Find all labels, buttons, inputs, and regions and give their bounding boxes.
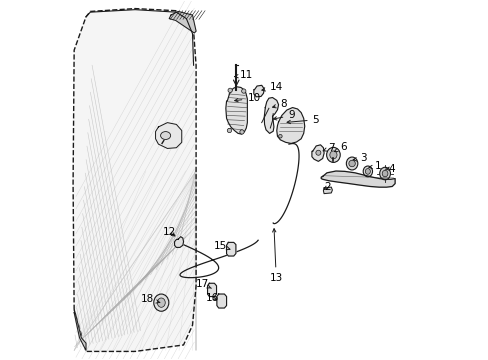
Text: 16: 16 <box>205 293 218 303</box>
Circle shape <box>227 129 231 133</box>
Polygon shape <box>155 123 182 148</box>
Circle shape <box>239 130 244 134</box>
Text: 17: 17 <box>195 279 211 289</box>
Polygon shape <box>225 87 247 134</box>
Ellipse shape <box>382 170 387 177</box>
Polygon shape <box>321 171 394 187</box>
Text: 13: 13 <box>269 229 282 283</box>
Text: 7: 7 <box>322 143 334 153</box>
Polygon shape <box>311 145 324 161</box>
Circle shape <box>241 89 245 93</box>
Text: 15: 15 <box>213 241 229 251</box>
Circle shape <box>315 150 320 155</box>
Polygon shape <box>169 12 196 33</box>
Ellipse shape <box>326 147 340 162</box>
Ellipse shape <box>153 294 168 311</box>
Ellipse shape <box>348 160 355 167</box>
Text: 18: 18 <box>141 294 160 304</box>
Text: 2: 2 <box>324 182 330 192</box>
Text: 1: 1 <box>368 161 381 171</box>
Ellipse shape <box>365 168 369 174</box>
Ellipse shape <box>346 157 357 170</box>
Text: 9: 9 <box>273 111 294 121</box>
Text: 14: 14 <box>262 82 282 92</box>
Text: 11: 11 <box>234 70 253 80</box>
Polygon shape <box>217 294 226 308</box>
Text: 4: 4 <box>385 163 394 174</box>
Text: 5: 5 <box>286 115 319 125</box>
Text: 6: 6 <box>334 142 346 152</box>
Polygon shape <box>226 242 235 256</box>
Ellipse shape <box>157 298 165 307</box>
Polygon shape <box>207 283 216 297</box>
Ellipse shape <box>379 167 389 180</box>
Polygon shape <box>74 313 86 350</box>
Text: 3: 3 <box>352 153 366 163</box>
Polygon shape <box>174 237 183 247</box>
Circle shape <box>278 134 282 138</box>
Polygon shape <box>253 85 264 97</box>
Polygon shape <box>73 9 196 351</box>
Polygon shape <box>323 187 332 194</box>
Ellipse shape <box>363 166 372 177</box>
Ellipse shape <box>160 132 170 139</box>
Polygon shape <box>264 98 278 134</box>
Text: 12: 12 <box>162 227 175 237</box>
Circle shape <box>227 88 232 93</box>
Ellipse shape <box>329 151 336 159</box>
Polygon shape <box>276 108 304 143</box>
Text: 8: 8 <box>272 99 286 109</box>
Text: 10: 10 <box>234 93 260 103</box>
